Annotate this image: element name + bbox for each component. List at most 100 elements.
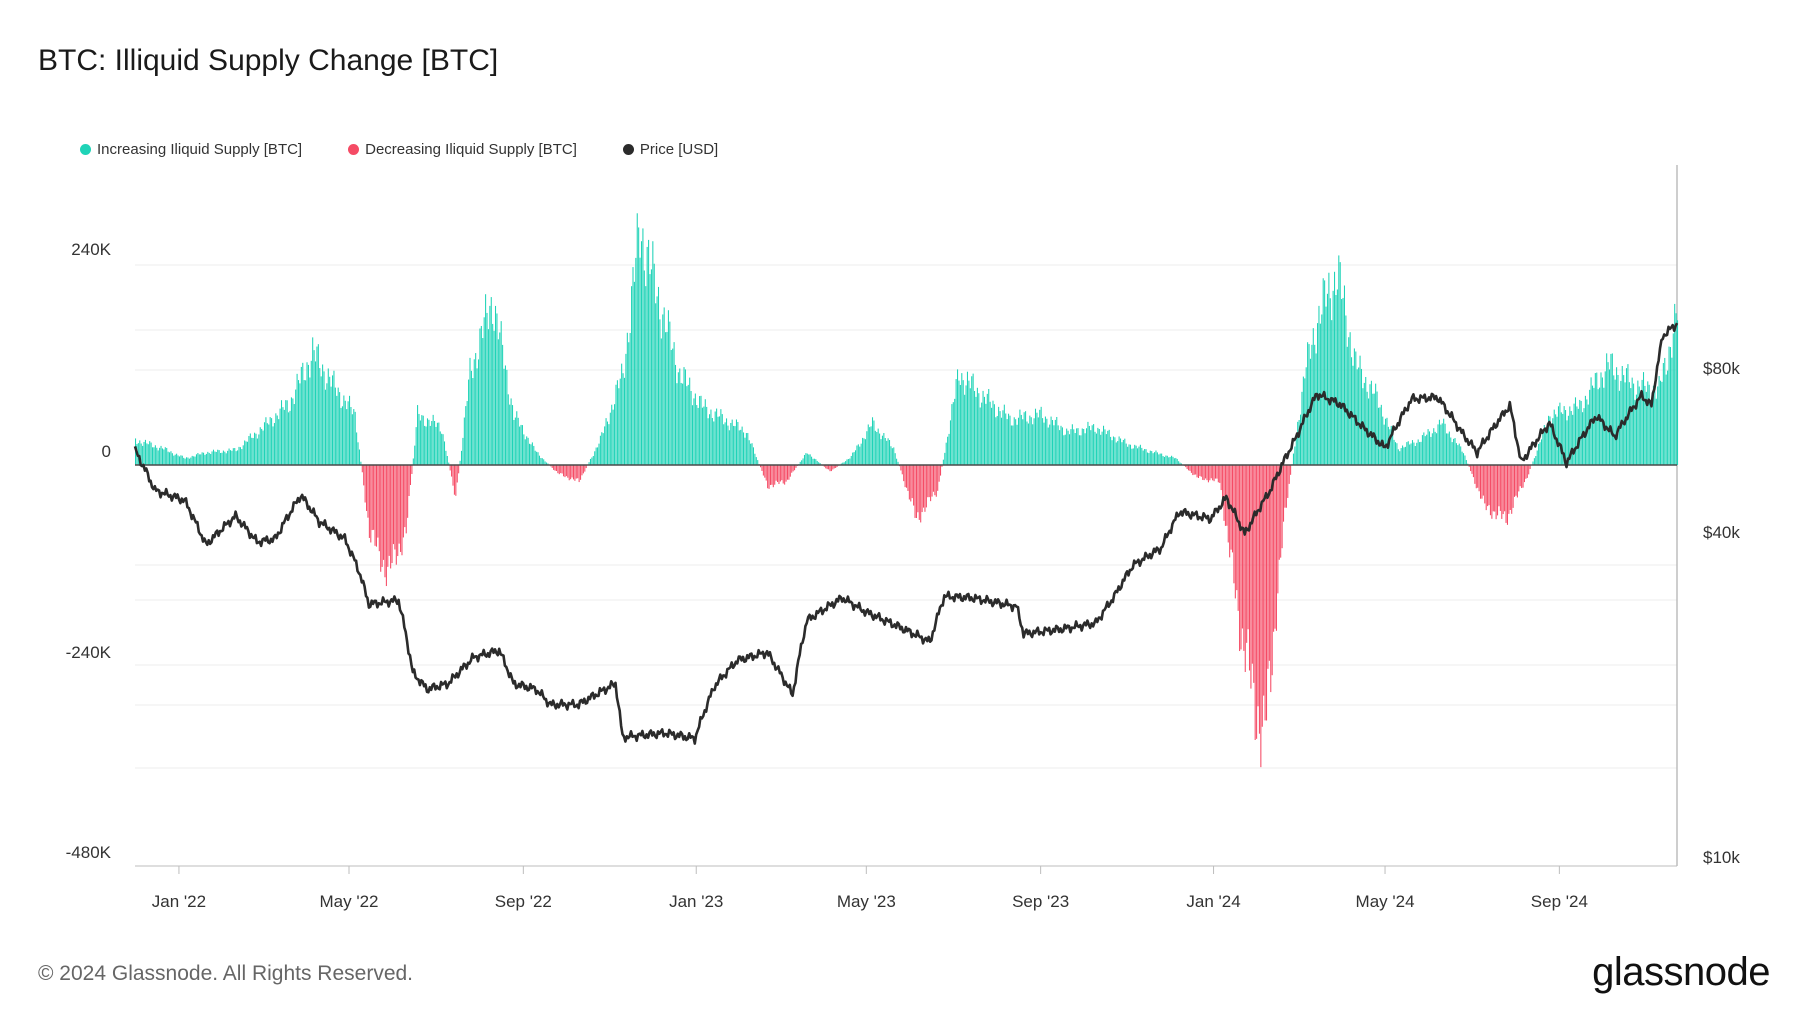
supply-change-bar (537, 452, 539, 465)
supply-change-bar (543, 459, 545, 465)
y-right-tick-label: $40k (1703, 523, 1740, 542)
supply-change-bar (852, 452, 854, 465)
supply-change-bar (1253, 465, 1255, 683)
supply-change-bar (1236, 465, 1238, 591)
supply-change-bar (1376, 391, 1378, 465)
supply-change-bar (689, 377, 691, 465)
supply-change-bar (826, 465, 828, 470)
supply-change-bar (1186, 465, 1188, 470)
supply-change-bar (1484, 465, 1486, 504)
supply-change-bar (1423, 432, 1425, 465)
supply-change-bar (1497, 465, 1499, 516)
supply-change-bar (1080, 435, 1082, 465)
supply-change-bar (1220, 465, 1222, 491)
supply-change-bar (1462, 453, 1465, 465)
supply-change-bar (949, 420, 951, 465)
supply-change-bar (818, 462, 820, 465)
supply-change-bar (1669, 347, 1671, 465)
supply-change-bar (944, 452, 946, 465)
supply-change-bar (880, 439, 882, 465)
supply-change-bar (1550, 424, 1552, 465)
supply-change-bar (354, 411, 356, 465)
supply-change-bar (197, 452, 199, 465)
supply-change-bar (720, 409, 722, 465)
supply-change-bar (1538, 443, 1540, 465)
supply-change-bar (333, 370, 335, 465)
supply-change-bar (951, 404, 953, 465)
supply-change-bar (1614, 379, 1616, 465)
supply-change-bar (1453, 438, 1455, 465)
supply-change-bar (1047, 427, 1049, 465)
supply-change-bar (597, 447, 599, 465)
supply-change-bar (314, 361, 317, 465)
supply-change-bar (648, 239, 650, 465)
supply-change-bar (563, 465, 565, 477)
supply-change-bar (174, 454, 176, 465)
supply-change-bar (169, 452, 171, 465)
supply-change-bar (1154, 452, 1156, 465)
chart-title: BTC: Illiquid Supply Change [BTC] (38, 44, 499, 77)
supply-change-bar (245, 441, 247, 465)
supply-change-bar (1621, 366, 1623, 465)
supply-change-bar (786, 465, 789, 480)
legend-label-price: Price [USD] (639, 141, 719, 158)
supply-change-bar (1637, 380, 1639, 465)
supply-change-bar (1304, 378, 1306, 465)
supply-change-bar (1562, 413, 1564, 465)
supply-change-bar (611, 404, 613, 465)
supply-change-bar (716, 408, 718, 465)
supply-change-bar (181, 455, 183, 465)
supply-change-bar (1112, 436, 1114, 465)
supply-change-bar (1443, 418, 1445, 465)
supply-change-bar (614, 404, 616, 465)
supply-change-bar (1066, 428, 1068, 465)
supply-change-bar (337, 387, 339, 465)
supply-change-bar (339, 392, 341, 465)
supply-change-bar (1026, 421, 1028, 465)
supply-change-bar (1128, 444, 1130, 465)
supply-change-bar (350, 407, 352, 465)
supply-change-bar (1641, 379, 1643, 465)
supply-change-bar (816, 460, 818, 465)
supply-change-bar (1659, 380, 1662, 465)
supply-change-bar (568, 465, 570, 481)
supply-change-bar (402, 465, 404, 538)
legend-item-increase[interactable]: Increasing Iliquid Supply [BTC] (80, 141, 302, 158)
supply-change-bar (1522, 465, 1524, 488)
legend-item-price[interactable]: Price [USD] (622, 141, 719, 158)
supply-change-bar (1125, 443, 1127, 465)
supply-change-bar (1552, 418, 1554, 465)
supply-change-bar (998, 406, 1000, 465)
supply-change-bar (313, 350, 315, 465)
supply-change-bar (794, 465, 796, 471)
supply-change-bar (744, 437, 746, 465)
supply-change-bar (1108, 429, 1110, 465)
supply-change-bar (1139, 444, 1141, 465)
supply-change-bar (1665, 374, 1667, 465)
supply-change-bar (493, 330, 495, 465)
supply-change-bar (374, 465, 376, 546)
supply-change-bar (1196, 465, 1198, 478)
supply-change-bar (915, 465, 917, 519)
supply-change-bar (432, 414, 434, 465)
supply-change-bar (1005, 413, 1007, 465)
supply-change-bar (1267, 465, 1269, 669)
supply-change-bar (652, 241, 654, 465)
supply-change-bar (1512, 465, 1514, 508)
supply-change-bar (958, 380, 960, 465)
y-right-tick-label: $80k (1703, 359, 1740, 378)
supply-change-bar (842, 462, 844, 465)
supply-change-bar (477, 359, 480, 465)
supply-change-bar (1657, 386, 1659, 465)
supply-change-bar (451, 465, 453, 477)
supply-change-bar (1406, 442, 1408, 465)
supply-change-bar (1584, 395, 1586, 465)
supply-change-bar (859, 446, 861, 465)
supply-change-bar (1104, 429, 1106, 465)
legend-item-decrease[interactable]: Decreasing Iliquid Supply [BTC] (348, 141, 577, 158)
supply-change-bar (849, 458, 851, 465)
supply-change-bar (965, 385, 967, 465)
supply-change-bar (246, 441, 249, 465)
supply-change-bar (1122, 439, 1124, 465)
